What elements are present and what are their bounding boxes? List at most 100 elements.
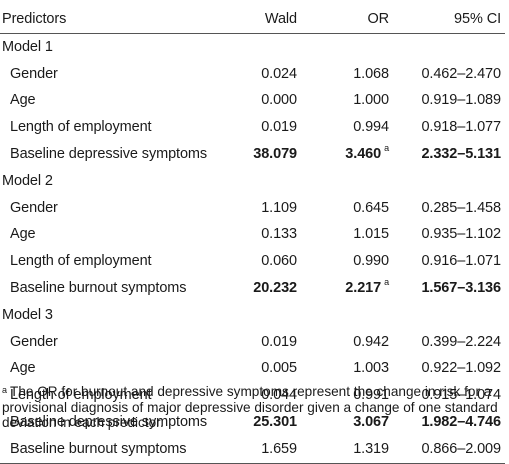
footnote-marker: a <box>384 276 389 287</box>
ci-cell: 0.919–1.089 <box>389 87 505 114</box>
or-cell-value: 0.994 <box>353 119 389 136</box>
ci-cell-value: 0.922–1.092 <box>421 360 501 377</box>
wald-cell: 0.019 <box>219 329 297 356</box>
predictor-cell: Age <box>0 355 219 382</box>
predictor-cell: Length of employment <box>0 248 219 275</box>
predictor-cell: Baseline depressive symptoms <box>0 141 219 168</box>
ci-cell: 0.922–1.092 <box>389 355 505 382</box>
footnote-marker: a <box>2 385 8 395</box>
ci-cell: 2.332–5.131 <box>389 141 505 168</box>
predictor-cell-value: Gender <box>10 333 58 350</box>
predictor-cell: Gender <box>0 329 219 356</box>
or-cell-value: 0.942 <box>353 333 389 350</box>
ci-cell: 0.285–1.458 <box>389 195 505 222</box>
table-row: Length of employment 0.060 0.990 0.916–1.07… <box>0 248 505 275</box>
or-cell: 2.217 a <box>297 275 389 302</box>
or-cell-value: 2.217 <box>345 279 382 296</box>
predictor-cell-value: Age <box>10 226 36 243</box>
wald-cell: 0.000 <box>219 87 297 114</box>
predictor-cell: Baseline burnout symptoms <box>0 275 219 302</box>
or-cell: 1.068 <box>297 61 389 88</box>
ci-cell-value: 1.982–4.746 <box>421 413 501 430</box>
wald-cell-value: 38.079 <box>253 145 297 162</box>
ci-cell-value: 0.866–2.009 <box>421 440 501 457</box>
wald-cell: 0.044 <box>219 382 297 409</box>
ci-cell-value: 0.285–1.458 <box>421 199 501 216</box>
wald-cell: 0.019 <box>219 114 297 141</box>
wald-cell-value: 0.019 <box>261 333 297 350</box>
or-cell-value: 1.000 <box>353 92 389 109</box>
ci-cell: 0.918–1.077 <box>389 114 505 141</box>
or-cell: 0.991 <box>297 382 389 409</box>
wald-cell: 0.005 <box>219 355 297 382</box>
ci-cell: 0.915–1.074 <box>389 382 505 409</box>
ci-cell-value: 0.916–1.071 <box>421 253 501 270</box>
wald-cell-value: 0.044 <box>261 387 297 404</box>
ci-cell-value: 2.332–5.131 <box>421 145 501 162</box>
ci-cell: 0.935–1.102 <box>389 221 505 248</box>
or-cell: 1.319 <box>297 435 389 464</box>
footnote-text: The OR for burnout and depressive sympto… <box>2 384 498 431</box>
predictor-cell: Age <box>0 87 219 114</box>
wald-cell-value: 0.019 <box>261 119 297 136</box>
table-row: Baseline burnout symptoms 1.659 1.319 0.866… <box>0 435 505 464</box>
table-row: Age 0.000 1.000 0.919–1.089 <box>0 87 505 114</box>
ci-cell-value: 0.462–2.470 <box>421 65 501 82</box>
table-row: Gender 1.109 0.645 0.285–1.458 <box>0 195 505 222</box>
or-cell-value: 0.645 <box>353 199 389 216</box>
wald-cell-value: 20.232 <box>253 279 297 296</box>
ci-cell: 1.982–4.746 <box>389 409 505 436</box>
or-cell: 1.000 <box>297 87 389 114</box>
or-cell: 0.942 <box>297 329 389 356</box>
header-row: Predictors Wald OR 95% CI <box>0 6 505 34</box>
table-row: Baseline depressive symptoms 25.301 3.067 1… <box>0 409 505 436</box>
header-wald: Wald <box>219 6 297 34</box>
wald-cell: 38.079 <box>219 141 297 168</box>
predictor-cell-value: Gender <box>10 199 58 216</box>
table-row: Length of employment 0.019 0.994 0.918–1.07… <box>0 114 505 141</box>
model-label: Model 1 <box>2 38 53 55</box>
or-cell: 0.990 <box>297 248 389 275</box>
ci-cell-value: 0.935–1.102 <box>421 226 501 243</box>
predictor-cell: Length of employment <box>0 114 219 141</box>
or-cell: 3.067 <box>297 409 389 436</box>
wald-cell-value: 1.109 <box>261 199 297 216</box>
wald-cell: 0.060 <box>219 248 297 275</box>
or-cell-value: 1.015 <box>353 226 389 243</box>
predictor-cell-value: Length of employment <box>10 119 152 136</box>
or-cell-value: 3.460 <box>345 145 382 162</box>
table-row: Gender 0.019 0.942 0.399–2.224 <box>0 329 505 356</box>
table-row: Length of employment 0.044 0.991 0.915–1.07… <box>0 382 505 409</box>
predictor-cell-value: Baseline depressive symptoms <box>10 413 208 430</box>
wald-cell-value: 1.659 <box>261 440 297 457</box>
ci-cell: 0.866–2.009 <box>389 435 505 464</box>
ci-cell: 0.462–2.470 <box>389 61 505 88</box>
wald-cell: 1.659 <box>219 435 297 464</box>
header-ci: 95% CI <box>389 6 505 34</box>
footnote-marker: a <box>384 142 389 153</box>
or-cell-value: 1.068 <box>353 65 389 82</box>
predictor-cell-value: Length of employment <box>10 253 152 270</box>
table-row: Baseline burnout symptoms 20.232 2.217 a 1.5… <box>0 275 505 302</box>
model-heading-row: Model 1 <box>0 33 505 60</box>
or-cell: 0.645 <box>297 195 389 222</box>
predictor-cell: Age <box>0 221 219 248</box>
predictor-cell-value: Baseline burnout symptoms <box>10 279 187 296</box>
model-label: Model 3 <box>2 306 53 323</box>
or-cell-value: 0.990 <box>353 253 389 270</box>
predictor-cell: Gender <box>0 195 219 222</box>
table-row: Gender 0.024 1.068 0.462–2.470 <box>0 61 505 88</box>
ci-cell: 0.916–1.071 <box>389 248 505 275</box>
or-cell-value: 0.991 <box>353 387 389 404</box>
or-cell: 1.015 <box>297 221 389 248</box>
wald-cell: 25.301 <box>219 409 297 436</box>
ci-cell: 0.399–2.224 <box>389 329 505 356</box>
predictor-cell-value: Baseline burnout symptoms <box>10 440 187 457</box>
ci-cell-value: 0.399–2.224 <box>421 333 501 350</box>
or-cell-value: 1.319 <box>353 440 389 457</box>
wald-cell: 0.133 <box>219 221 297 248</box>
predictor-cell-value: Length of employment <box>10 387 152 404</box>
wald-cell-value: 0.000 <box>261 92 297 109</box>
wald-cell-value: 0.024 <box>261 65 297 82</box>
wald-cell-value: 25.301 <box>253 413 297 430</box>
